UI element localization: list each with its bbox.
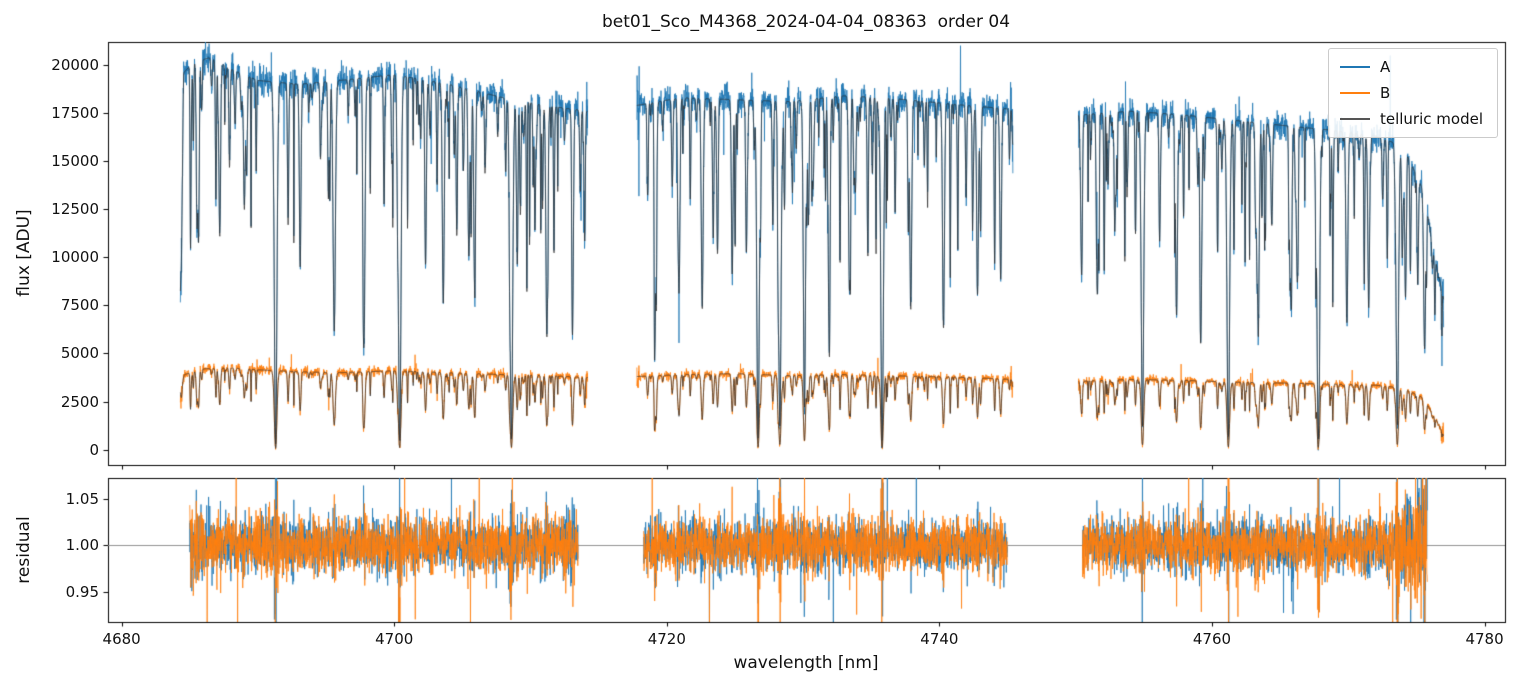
flux-tick-label: 15000 [51, 152, 99, 171]
flux-tick-label: 0 [89, 440, 99, 459]
flux-tick-label: 17500 [51, 104, 99, 123]
legend-swatch-telluric-model-icon [1339, 118, 1370, 120]
flux-tick-label: 12500 [51, 200, 99, 219]
legend-entry-telluric-model: telluric model [1339, 110, 1483, 128]
legend-label-telluric-model: telluric model [1379, 110, 1483, 128]
x-tick-label: 4740 [920, 630, 959, 648]
x-tick-label: 4720 [647, 630, 686, 648]
legend-label-b: B [1379, 84, 1391, 102]
flux-axis-label: flux [ADU] [14, 209, 34, 297]
legend-entry-b: B [1339, 84, 1483, 102]
legend-entry-a: A [1339, 58, 1483, 76]
legend-swatch-a-icon [1339, 66, 1370, 68]
flux-tick-label: 20000 [51, 56, 99, 75]
wavelength-axis-label: wavelength [nm] [733, 653, 879, 673]
flux-tick-label: 10000 [51, 248, 99, 267]
x-tick-label: 4780 [1465, 630, 1504, 648]
residual-tick-label: 1.05 [65, 489, 99, 508]
legend: A B telluric model [1327, 48, 1498, 138]
x-tick-label: 4760 [1192, 630, 1232, 648]
x-tick-label: 4680 [102, 630, 141, 648]
legend-swatch-b-icon [1339, 92, 1370, 94]
flux-tick-label: 7500 [60, 296, 99, 315]
residual-axis-label: residual [14, 516, 34, 584]
flux-tick-label: 5000 [60, 344, 99, 363]
x-tick-label: 4700 [375, 630, 414, 648]
residual-tick-label: 1.00 [65, 536, 99, 555]
legend-label-a: A [1379, 58, 1391, 76]
flux-tick-label: 2500 [60, 392, 99, 411]
chart-title: bet01_Sco_M4368_2024-04-04_08363 order 0… [601, 12, 1011, 32]
residual-tick-label: 0.95 [65, 583, 99, 602]
